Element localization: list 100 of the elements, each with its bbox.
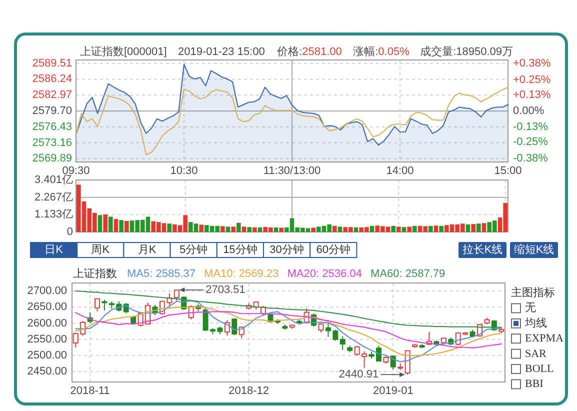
y-tick-label: 2569.89: [32, 152, 72, 165]
x-tick-label: 2019-01: [372, 385, 414, 397]
tab-button: 15分钟: [216, 242, 264, 258]
y-tick-label: 2576.43: [32, 120, 72, 133]
y2-tick-label: +0.13%: [513, 88, 551, 101]
tab-button: 周K: [76, 242, 124, 258]
bar: [247, 227, 252, 232]
bar: [231, 226, 236, 232]
text: 涨幅:0.05%: [353, 46, 410, 58]
bar: [167, 224, 172, 232]
bar: [466, 224, 470, 232]
y-tick-label: 2589.51: [32, 57, 72, 70]
line-series: [75, 306, 502, 356]
text: 成交量:18950.09万: [420, 45, 514, 58]
annotation: 2703.51: [206, 284, 246, 296]
candlestick: [232, 318, 238, 336]
bar: [108, 216, 113, 232]
bar: [370, 226, 374, 232]
bar: [412, 226, 417, 232]
y2-tick-label: +0.25%: [513, 74, 551, 86]
y-tick-label: 2650.00: [27, 301, 67, 314]
bar: [119, 220, 124, 232]
text: BBI: [525, 378, 544, 390]
text: 价格:2581.00: [276, 46, 342, 58]
bar: [354, 227, 358, 232]
bar: [103, 214, 108, 232]
x-tick-label: 2018-12: [228, 385, 269, 397]
bar: [236, 222, 241, 232]
x-tick-label: 11:30/13:00: [263, 165, 321, 177]
y2-tick-label: 0.00%: [513, 105, 544, 117]
text: 主图指标: [511, 286, 555, 299]
chart-title: 上证指数[000001]: [80, 45, 167, 58]
x-tick-label: 2018-11: [70, 385, 110, 397]
bar: [402, 227, 406, 232]
line-series: [75, 86, 509, 156]
y-tick-label: 2579.70: [32, 105, 72, 117]
bar: [199, 224, 204, 232]
bar: [476, 224, 481, 232]
bar: [258, 227, 262, 232]
tab-button: 5分钟: [170, 242, 218, 258]
bar: [311, 228, 316, 232]
chart-title: 上证指数: [73, 267, 117, 280]
candlestick: [340, 336, 346, 351]
y-tick-label: 2.267亿: [34, 191, 73, 204]
annotation: 2440.91: [338, 368, 379, 381]
x-tick-label: 10:30: [170, 165, 198, 177]
candlestick: [376, 345, 382, 362]
y-tick-label: 2582.97: [32, 89, 72, 102]
bar: [252, 227, 257, 232]
candlestick: [94, 298, 100, 312]
candlestick: [174, 289, 180, 302]
text: MA10: 2569.23: [204, 268, 279, 280]
text: 均线: [524, 316, 547, 330]
bar: [338, 226, 342, 232]
bar: [391, 226, 396, 232]
candlestick: [102, 299, 108, 311]
text: BOLL: [525, 363, 554, 375]
bar: [114, 219, 118, 232]
y-tick-label: 1.133亿: [34, 208, 73, 221]
y-tick-label: 2450.00: [27, 366, 67, 378]
tab-button: 月K: [123, 242, 171, 258]
y-tick-label: 2700.00: [27, 285, 67, 298]
bar: [407, 226, 412, 232]
y-tick-label: 3.401亿: [34, 174, 73, 186]
button: 缩短K线: [510, 242, 558, 258]
y-tick-label: 2573.16: [32, 136, 72, 149]
series-label: MA5: 2585.37: [127, 268, 196, 280]
bar: [434, 226, 438, 232]
text: SAR: [525, 348, 548, 360]
y2-tick-label: -0.13%: [513, 121, 548, 134]
y-tick-label: 2500.00: [27, 350, 67, 362]
bar: [439, 226, 444, 232]
button: 拉长K线: [458, 242, 506, 258]
y2-tick-label: -0.25%: [513, 136, 548, 148]
bar: [274, 227, 278, 232]
text: EXPMA: [525, 332, 564, 345]
y-tick-label: 2586.24: [32, 73, 72, 86]
bar: [124, 220, 129, 232]
y-tick-label: 2550.00: [27, 333, 67, 346]
bar: [220, 226, 225, 232]
y-tick-label: 0: [66, 226, 73, 238]
y2-tick-label: -0.38%: [513, 152, 548, 164]
x-tick-label: 14:00: [386, 165, 414, 177]
text: MA60: 2587.79: [370, 268, 446, 280]
bar: [482, 223, 486, 232]
text: MA20: 2536.04: [287, 268, 362, 280]
bar: [428, 226, 433, 232]
y2-tick-label: +0.38%: [513, 58, 551, 70]
text: 无: [525, 302, 536, 314]
bar: [332, 226, 337, 232]
bar: [242, 226, 246, 232]
tab-button: 日K: [30, 242, 78, 258]
bar: [471, 224, 476, 232]
text: 2019-01-23 15:00: [178, 46, 265, 58]
x-tick-label: 15:00: [494, 165, 522, 177]
tab-button: 30分钟: [263, 242, 311, 258]
tab-button: 60分钟: [310, 242, 358, 258]
bar: [226, 226, 230, 232]
bar: [279, 228, 284, 232]
bar: [98, 215, 102, 232]
